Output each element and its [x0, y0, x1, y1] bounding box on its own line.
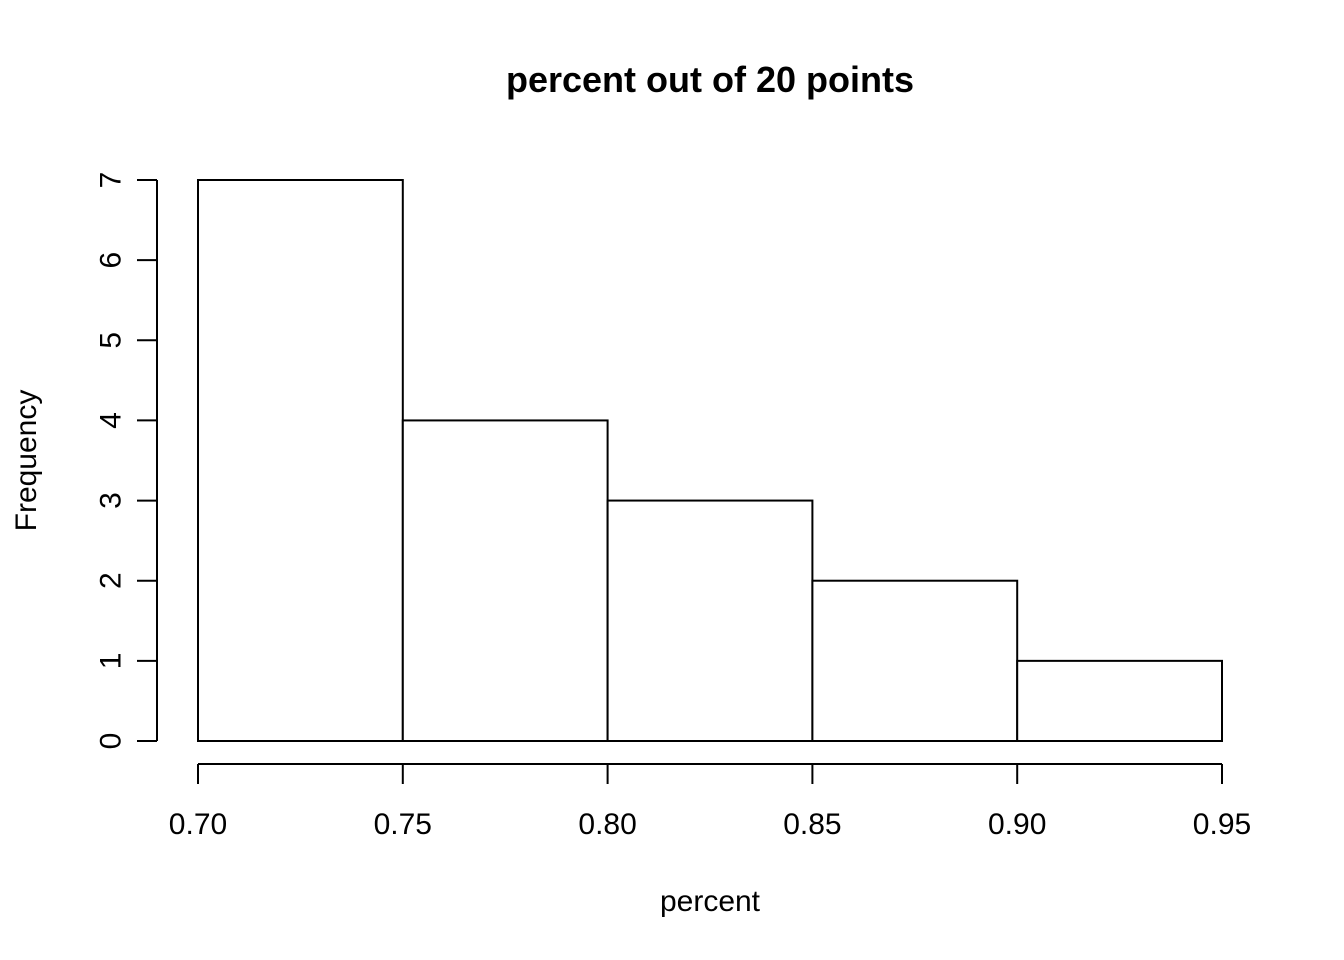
y-tick-label: 6 [95, 252, 128, 269]
x-axis: 0.70 0.75 0.80 0.85 0.90 0.95 [169, 763, 1251, 841]
y-tick-label: 7 [95, 172, 128, 189]
y-tick-label: 3 [95, 492, 128, 509]
y-axis-label: Frequency [10, 390, 43, 532]
y-axis: 0 1 2 3 4 5 6 7 [95, 172, 158, 750]
bars-group [197, 179, 1224, 743]
y-tick-label: 4 [95, 412, 128, 429]
x-tick-label: 0.90 [988, 808, 1046, 841]
y-tick-label: 1 [95, 653, 128, 670]
x-tick-label: 0.80 [578, 808, 636, 841]
x-tick-label: 0.85 [783, 808, 841, 841]
y-tick-label: 5 [95, 332, 128, 349]
histogram-bar [1016, 659, 1224, 742]
x-tick-label: 0.95 [1193, 808, 1251, 841]
histogram-bar [401, 419, 609, 742]
y-tick-label: 2 [95, 572, 128, 589]
histogram-bar [606, 499, 814, 743]
chart-title: percent out of 20 points [506, 59, 914, 100]
x-tick-label: 0.75 [374, 808, 432, 841]
x-axis-label: percent [660, 885, 761, 918]
x-tick-label: 0.70 [169, 808, 227, 841]
histogram-bar [811, 579, 1019, 743]
y-tick-label: 0 [95, 733, 128, 750]
histogram-bar [197, 179, 404, 742]
